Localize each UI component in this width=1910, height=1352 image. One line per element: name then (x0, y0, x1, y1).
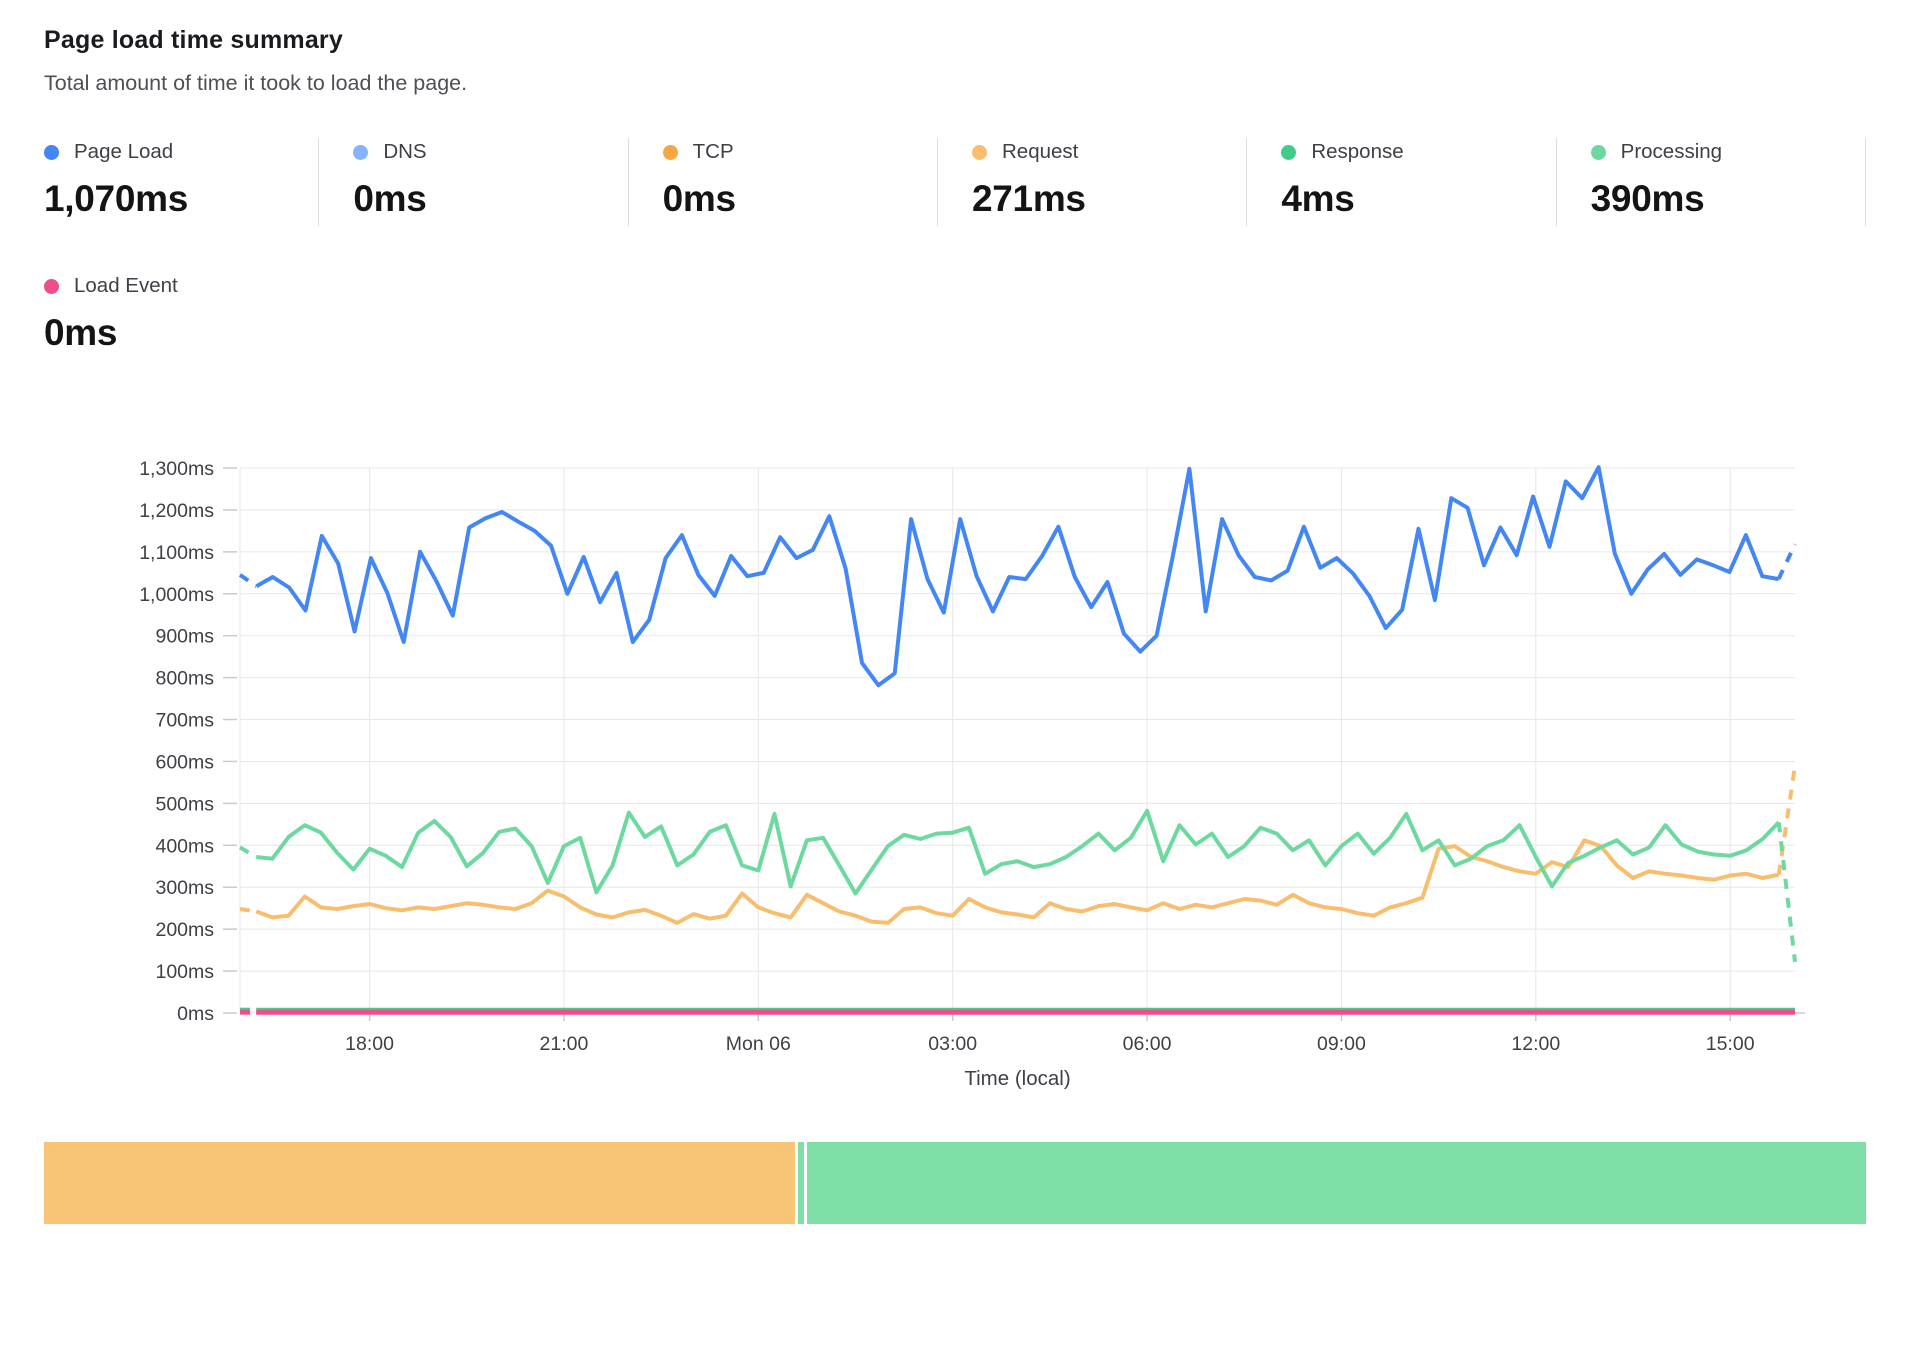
y-axis-label: 700ms (155, 710, 214, 732)
stat-request[interactable]: Request 271ms (938, 138, 1248, 226)
legend-dot-icon (1281, 144, 1297, 160)
y-axis-label: 1,000ms (139, 584, 214, 606)
status-segment (807, 1142, 1866, 1224)
stat-value: 1,070ms (44, 178, 188, 219)
legend-dot-icon (44, 144, 59, 160)
series-page_load-line (238, 573, 258, 588)
stat-label: DNS (383, 140, 427, 163)
series-page_load-line (1776, 543, 1797, 580)
stat-value: 4ms (1281, 178, 1355, 219)
legend-dot-icon (353, 144, 369, 160)
y-axis-label: 500ms (155, 793, 214, 815)
series-request-line (255, 838, 1780, 925)
legend-row-secondary: Load Event 0ms (44, 272, 1866, 360)
page-title: Page load time summary (44, 26, 343, 54)
legend-dot-icon (44, 278, 59, 294)
y-axis-label: 0ms (177, 1003, 214, 1025)
stat-label: TCP (692, 140, 734, 163)
stat-value: 0ms (662, 178, 736, 219)
y-axis-label: 1,200ms (139, 500, 214, 522)
stat-load_event[interactable]: Load Event 0ms (44, 272, 238, 360)
stat-value: 0ms (353, 178, 427, 219)
x-axis-title: Time (local) (964, 1067, 1070, 1090)
loadtime-chart-svg: 0ms 100ms 200ms 300ms 400ms 500ms 600ms 700ms 80… (139, 458, 1805, 1090)
y-axis-label: 300ms (155, 877, 214, 899)
x-axis-label: 15:00 (1706, 1033, 1755, 1055)
y-axis-label: 1,100ms (139, 542, 214, 564)
stat-dns[interactable]: DNS 0ms (319, 138, 629, 226)
status-timeline-bar (44, 1142, 1866, 1224)
x-axis-label: 09:00 (1317, 1033, 1366, 1055)
stat-label: Load Event (74, 274, 178, 297)
x-axis-label: Mon 06 (726, 1033, 791, 1055)
y-axis-label: 900ms (155, 626, 214, 648)
loadtime-chart: 0ms 100ms 200ms 300ms 400ms 500ms 600ms 700ms 80… (44, 454, 1866, 1096)
stat-label: Request (1001, 140, 1079, 163)
stat-value: 271ms (971, 178, 1086, 219)
series-processing-line (1776, 822, 1797, 963)
y-axis-label: 600ms (155, 751, 214, 773)
legend-row-primary: Page Load 1,070ms DNS 0ms TCP 0ms Request 271ms… (44, 138, 1866, 226)
x-axis-label: 03:00 (928, 1033, 977, 1055)
stat-value: 390ms (1590, 178, 1705, 219)
legend-dot-icon (662, 144, 678, 160)
y-axis-label: 400ms (155, 835, 214, 857)
stat-label: Response (1311, 140, 1404, 163)
stat-page_load[interactable]: Page Load 1,070ms (44, 138, 320, 226)
y-axis-label: 800ms (155, 668, 214, 690)
y-axis-label: 200ms (155, 919, 214, 941)
legend-dot-icon (1590, 144, 1606, 160)
stat-label: Processing (1620, 140, 1723, 163)
legend-dot-icon (971, 144, 987, 160)
x-axis-label: 12:00 (1511, 1033, 1560, 1055)
status-segment (44, 1142, 795, 1224)
stat-value: 0ms (44, 312, 118, 353)
stat-label: Page Load (74, 140, 174, 163)
series-processing-line (255, 808, 1781, 896)
x-axis-label: 21:00 (540, 1033, 589, 1055)
stat-processing[interactable]: Processing 390ms (1557, 138, 1866, 226)
x-axis-label: 06:00 (1123, 1033, 1172, 1055)
series-page_load-line (255, 465, 1779, 688)
stat-tcp[interactable]: TCP 0ms (629, 138, 938, 226)
page-subtitle: Total amount of time it took to load the… (44, 71, 468, 95)
series-processing-line (238, 845, 258, 859)
y-axis-label: 1,300ms (139, 458, 214, 480)
y-axis-label: 100ms (155, 961, 214, 983)
series-request-line (1776, 765, 1797, 875)
x-axis-label: 18:00 (345, 1033, 394, 1055)
series-request-line (239, 907, 257, 914)
status-segment (797, 1142, 805, 1224)
stat-response[interactable]: Response 4ms (1247, 138, 1557, 226)
